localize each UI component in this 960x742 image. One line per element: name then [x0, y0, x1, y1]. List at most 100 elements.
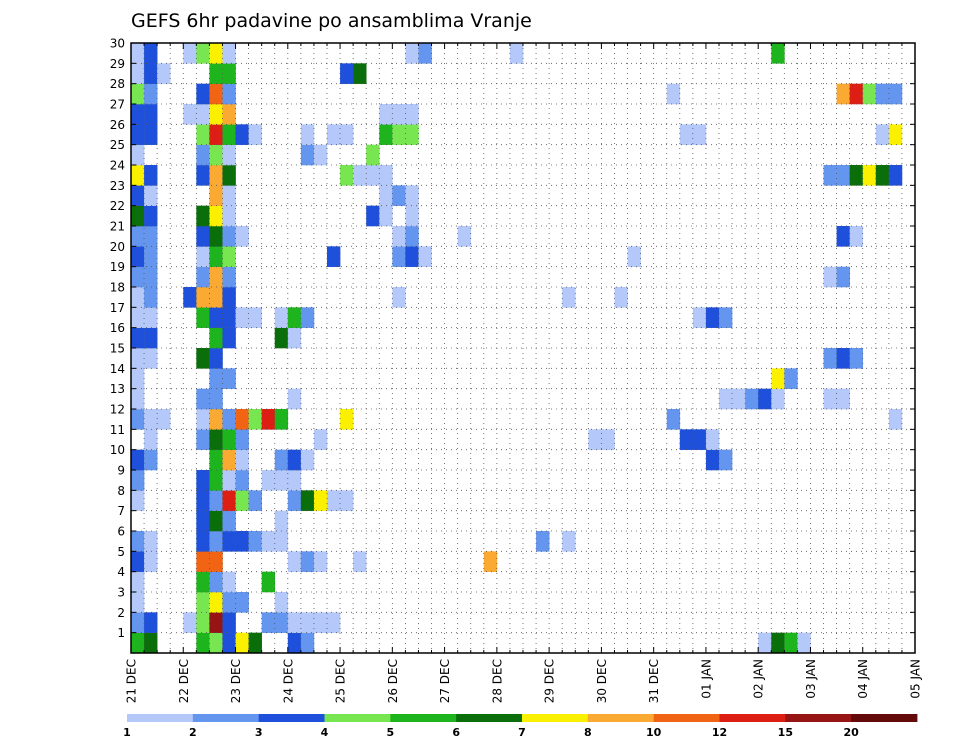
x-tick-label: 22 DEC	[177, 659, 191, 703]
precip-cell	[144, 449, 158, 471]
precip-cell	[235, 409, 249, 430]
precip-cell	[836, 165, 850, 186]
precip-cell	[875, 165, 890, 186]
precip-cell	[183, 612, 197, 633]
precip-cell	[392, 104, 406, 125]
precip-cell	[666, 409, 681, 430]
precip-cell	[144, 83, 158, 105]
precip-cell	[144, 327, 158, 349]
colorbar-segment	[192, 714, 260, 722]
precip-cell	[144, 531, 158, 552]
precip-cell	[144, 43, 158, 64]
precip-cell	[483, 551, 498, 572]
y-tick-label: 18	[110, 281, 125, 295]
precip-cell	[222, 205, 236, 227]
colorbar-segment	[653, 714, 720, 722]
precip-cell	[196, 307, 210, 328]
colorbar-label: 7	[518, 726, 526, 739]
x-tick-label: 26 DEC	[386, 659, 400, 703]
x-tick-label: 21 DEC	[125, 659, 139, 703]
precip-cell	[274, 612, 289, 633]
precip-cell	[196, 165, 210, 186]
precip-cell	[353, 551, 367, 572]
precip-cell	[771, 388, 785, 410]
precip-cell	[392, 287, 406, 308]
precip-cell	[327, 612, 341, 633]
precip-cell	[209, 246, 223, 267]
precip-cell	[222, 429, 236, 450]
precip-cell	[131, 612, 145, 633]
colorbar-label: 10	[646, 726, 662, 739]
precip-cell	[131, 205, 145, 227]
precip-cell	[784, 368, 798, 389]
precip-cell	[196, 531, 210, 552]
precip-cell	[379, 104, 393, 125]
colorbar-segment	[390, 714, 457, 722]
precip-cell	[131, 368, 145, 389]
precip-cell	[300, 551, 315, 572]
y-tick-label: 14	[110, 362, 125, 376]
precip-cell	[144, 246, 158, 267]
precip-cell	[248, 409, 262, 430]
y-tick-label: 4	[117, 565, 125, 579]
precip-cell	[287, 388, 302, 410]
precip-cell	[300, 449, 315, 471]
precip-cell	[222, 470, 236, 491]
x-tick-label: 27 DEC	[438, 659, 452, 703]
precip-cell	[196, 490, 210, 511]
precip-cell	[235, 470, 249, 491]
colorbar-label: 6	[452, 726, 460, 739]
precip-cell	[588, 429, 602, 450]
precip-cell	[131, 388, 145, 410]
x-tick-label: 01 JAN	[699, 659, 713, 699]
precip-cell	[222, 266, 236, 288]
precip-cell	[719, 307, 733, 328]
y-tick-label: 10	[110, 443, 125, 457]
precip-cell	[196, 632, 210, 654]
precip-cell	[196, 83, 210, 105]
y-tick-label: 22	[110, 199, 125, 213]
precip-cell	[131, 490, 145, 511]
precip-cell	[131, 165, 145, 186]
colorbar-label: 12	[712, 726, 727, 739]
y-tick-label: 13	[110, 382, 125, 396]
precip-cell	[274, 510, 289, 532]
y-tick-label: 11	[110, 423, 125, 437]
precip-cell	[614, 287, 628, 308]
precip-cell	[692, 124, 707, 145]
precip-cell	[274, 327, 289, 349]
precip-cell	[131, 185, 145, 206]
y-tick-label: 27	[110, 98, 125, 112]
precip-cell	[144, 104, 158, 125]
precip-cell	[144, 307, 158, 328]
precip-cell	[157, 409, 171, 430]
precip-cell	[196, 388, 210, 410]
axis-ticks	[130, 42, 916, 653]
precip-cell	[209, 470, 223, 491]
precip-cell	[196, 571, 210, 593]
colorbar-segment	[587, 714, 655, 722]
precip-cell	[705, 429, 720, 450]
precip-cell	[131, 592, 145, 613]
precip-cell	[209, 348, 223, 369]
precip-cell	[235, 124, 249, 145]
precip-cell	[379, 185, 393, 206]
precip-cell	[222, 307, 236, 328]
y-tick-label: 20	[110, 240, 125, 254]
grid-lines	[131, 43, 915, 653]
precip-cell	[823, 348, 837, 369]
y-tick-label: 3	[117, 586, 125, 600]
precip-cell	[209, 449, 223, 471]
precip-cell	[862, 83, 877, 105]
precip-cell	[862, 165, 877, 186]
precip-cell	[144, 266, 158, 288]
precip-cell	[235, 490, 249, 511]
precip-cell	[209, 632, 223, 654]
precip-cell	[366, 144, 380, 166]
precip-cell	[196, 266, 210, 288]
precip-cell	[209, 287, 223, 308]
precip-cell	[392, 124, 406, 145]
colorbar-segment	[324, 714, 391, 722]
precip-cell	[131, 571, 145, 593]
